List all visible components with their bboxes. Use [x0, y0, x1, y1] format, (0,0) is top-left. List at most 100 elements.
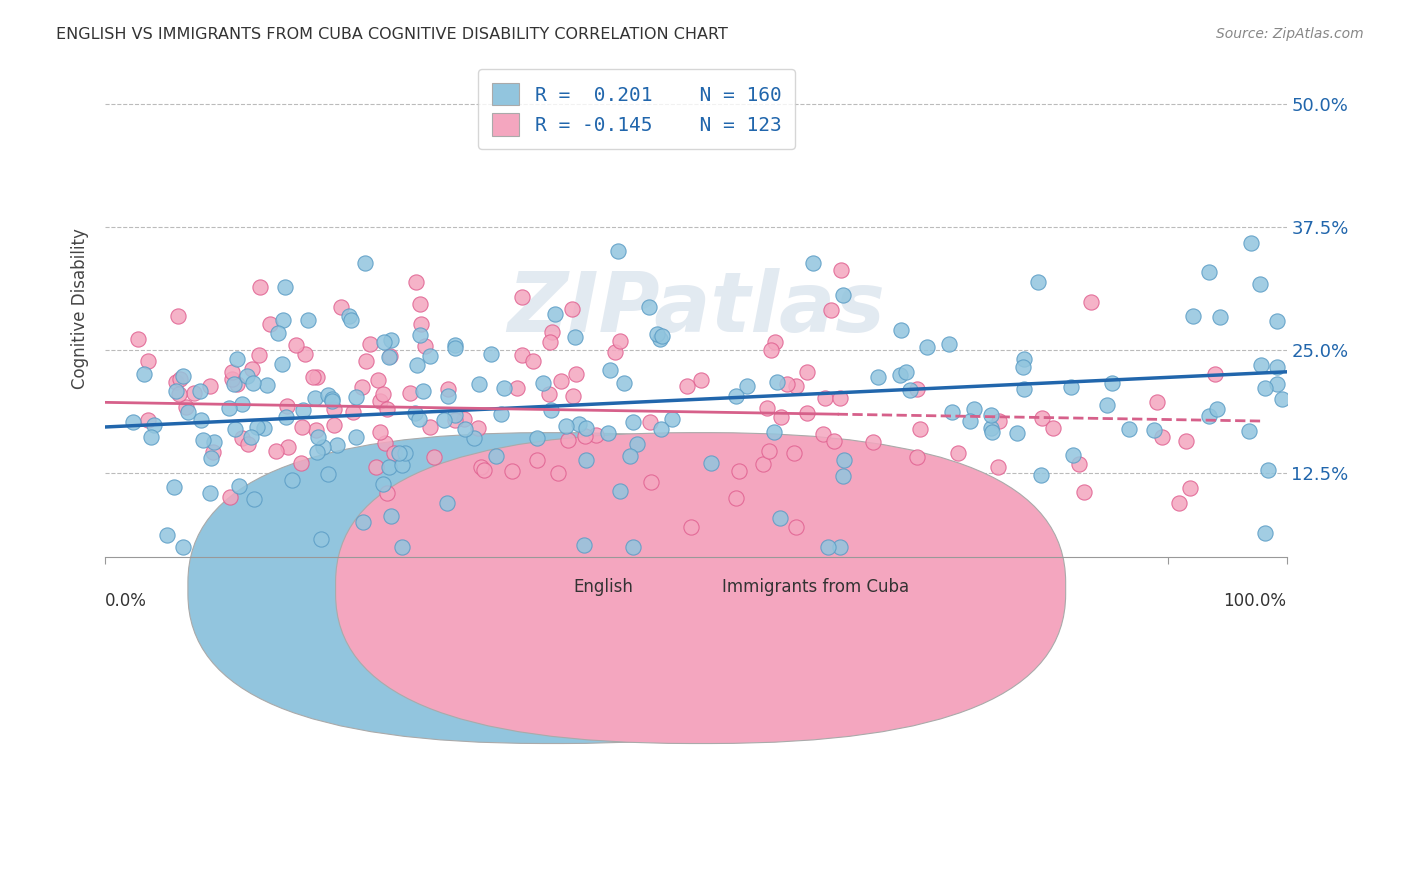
Point	[941, 405, 963, 419]
Point	[240, 362, 263, 376]
Point	[371, 387, 394, 401]
Point	[832, 469, 855, 483]
Point	[323, 417, 346, 432]
Point	[433, 413, 456, 427]
Point	[915, 340, 938, 354]
Point	[814, 392, 837, 406]
Point	[896, 365, 918, 379]
Point	[776, 376, 799, 391]
Point	[236, 368, 259, 383]
Point	[228, 479, 250, 493]
Point	[380, 333, 402, 347]
Point	[136, 354, 159, 368]
Point	[419, 420, 441, 434]
Point	[830, 391, 852, 405]
Point	[898, 383, 921, 397]
Point	[1095, 398, 1118, 412]
Point	[752, 458, 775, 472]
Point	[444, 409, 467, 423]
Point	[1265, 360, 1288, 375]
Point	[134, 367, 156, 381]
Point	[603, 345, 626, 359]
Point	[905, 382, 928, 396]
Point	[291, 420, 314, 434]
Point	[419, 349, 441, 363]
Point	[388, 446, 411, 460]
Point	[1101, 376, 1123, 390]
Point	[373, 477, 395, 491]
Point	[368, 393, 391, 408]
Point	[467, 421, 489, 435]
Point	[538, 387, 561, 401]
Point	[550, 374, 572, 388]
Point	[367, 373, 389, 387]
Point	[623, 540, 645, 554]
Point	[412, 384, 434, 398]
Point	[868, 370, 890, 384]
Point	[727, 464, 749, 478]
Point	[316, 388, 339, 402]
Point	[526, 431, 548, 445]
Point	[413, 339, 436, 353]
Point	[277, 440, 299, 454]
Point	[1080, 294, 1102, 309]
Point	[522, 354, 544, 368]
Point	[1271, 392, 1294, 406]
Point	[200, 485, 222, 500]
Point	[1069, 457, 1091, 471]
Point	[302, 370, 325, 384]
Point	[273, 280, 295, 294]
Point	[274, 409, 297, 424]
Point	[321, 393, 343, 408]
Point	[121, 415, 143, 429]
Point	[988, 413, 1011, 427]
Point	[411, 317, 433, 331]
Point	[862, 434, 884, 449]
Point	[1007, 426, 1029, 441]
Point	[485, 449, 508, 463]
Point	[242, 491, 264, 506]
Point	[256, 378, 278, 392]
Point	[444, 338, 467, 352]
Point	[218, 401, 240, 416]
Point	[382, 446, 405, 460]
Point	[830, 263, 852, 277]
Point	[297, 313, 319, 327]
Point	[409, 297, 432, 311]
Point	[1026, 275, 1049, 289]
Point	[489, 407, 512, 421]
Point	[177, 405, 200, 419]
Point	[472, 463, 495, 477]
Point	[172, 368, 194, 383]
Point	[1204, 367, 1226, 381]
Point	[538, 335, 561, 350]
Point	[1143, 423, 1166, 437]
Point	[394, 446, 416, 460]
Point	[564, 330, 586, 344]
Y-axis label: Cognitive Disability: Cognitive Disability	[72, 227, 89, 389]
Point	[368, 425, 391, 440]
Point	[169, 372, 191, 386]
Point	[172, 540, 194, 554]
Point	[377, 402, 399, 417]
Point	[167, 309, 190, 323]
Point	[650, 422, 672, 436]
Text: Immigrants from Cuba: Immigrants from Cuba	[721, 578, 910, 597]
Point	[889, 368, 911, 382]
Point	[1175, 434, 1198, 448]
Text: Source: ZipAtlas.com: Source: ZipAtlas.com	[1216, 27, 1364, 41]
Point	[127, 332, 149, 346]
Point	[832, 288, 855, 302]
Point	[598, 425, 620, 440]
Point	[200, 450, 222, 465]
Point	[344, 391, 367, 405]
Point	[689, 373, 711, 387]
Point	[373, 335, 395, 350]
Point	[575, 453, 598, 467]
Point	[1062, 448, 1084, 462]
Point	[142, 418, 165, 433]
Point	[221, 372, 243, 386]
Point	[769, 409, 792, 424]
Point	[183, 386, 205, 401]
Point	[290, 456, 312, 470]
